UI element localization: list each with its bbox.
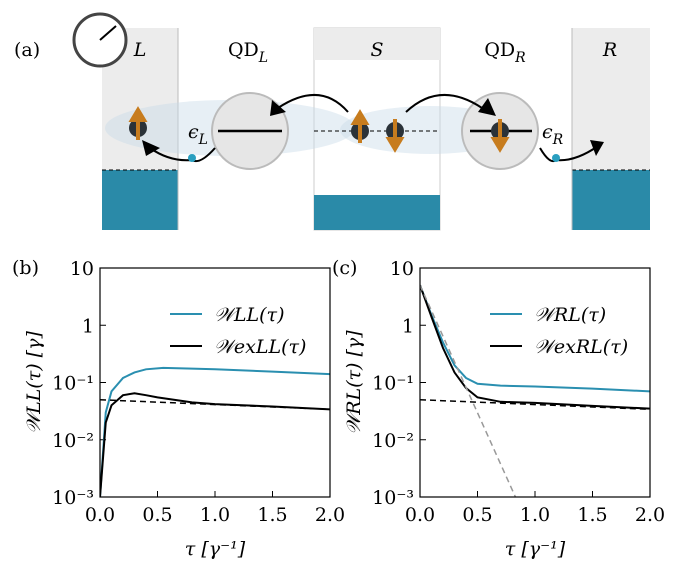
x-tick-label: 1.0: [520, 504, 550, 526]
label-base: QD: [228, 39, 259, 61]
label: QDL: [228, 39, 268, 66]
x-tick-label: 0.5: [462, 504, 492, 526]
series-line: [420, 398, 650, 411]
plot-frame: [99, 267, 331, 498]
y-tick-label: 10⁻³: [52, 487, 94, 509]
legend-label: 𝒲LL(τ): [214, 304, 284, 326]
x-tick-label: 2.0: [315, 504, 345, 526]
label-base: ϵ: [542, 121, 553, 143]
x-tick-label: 1.5: [577, 504, 607, 526]
x-axis-label: τ [γ⁻¹]: [185, 538, 246, 560]
plot-frame: [419, 267, 651, 498]
schematic: (a) L QDL S QDR R ϵL ϵR: [14, 12, 650, 231]
label: L: [133, 39, 147, 61]
legend-label: 𝒲RL(τ): [534, 304, 606, 326]
y-tick-label: 1: [82, 315, 94, 337]
x-tick-label: 0.0: [85, 504, 115, 526]
x-tick-label: 0.5: [142, 504, 172, 526]
series-line: [420, 284, 517, 497]
x-tick-label: 1.0: [200, 504, 230, 526]
y-tick-label: 10⁻¹: [52, 373, 94, 395]
series-line: [420, 284, 650, 393]
clock-hand: [99, 25, 117, 41]
legend-label: 𝒲exRL(τ): [534, 336, 628, 358]
panel-label: (b): [12, 257, 39, 279]
label: S: [370, 39, 383, 61]
panel-label: (c): [332, 257, 357, 279]
series-line: [100, 392, 330, 497]
gap-bottom: [314, 195, 440, 230]
series-line: [100, 398, 330, 411]
photon: [552, 154, 560, 162]
y-axis-label: 𝒲RL(τ) [γ]: [343, 330, 365, 435]
y-tick-label: 10: [70, 258, 94, 280]
fermi-sea-right: [572, 170, 650, 230]
label: QDR: [484, 39, 526, 66]
label-sub: R: [514, 50, 526, 66]
label-base: ϵ: [188, 121, 199, 143]
photon: [188, 154, 196, 162]
x-tick-label: 0.0: [405, 504, 435, 526]
spins: [128, 106, 510, 153]
y-tick-label: 10⁻³: [372, 487, 414, 509]
label-sub: L: [198, 132, 208, 148]
label: R: [602, 39, 617, 61]
series-line: [420, 284, 650, 410]
gap-top: [314, 28, 440, 60]
label: ϵL: [188, 121, 208, 148]
y-tick-label: 1: [402, 315, 414, 337]
label-sub: L: [258, 50, 268, 66]
label: ϵR: [542, 121, 564, 148]
y-tick-label: 10⁻¹: [372, 373, 414, 395]
y-tick-label: 10⁻²: [52, 430, 94, 452]
fermi-sea-left: [102, 170, 178, 230]
y-tick-label: 10⁻²: [372, 430, 414, 452]
x-tick-label: 2.0: [635, 504, 665, 526]
y-tick-label: 10: [390, 258, 414, 280]
arrowheads: [142, 98, 604, 156]
x-axis-label: τ [γ⁻¹]: [505, 538, 566, 560]
legend-label: 𝒲exLL(τ): [214, 336, 306, 358]
label-sub: R: [552, 132, 564, 148]
y-axis-label: 𝒲LL(τ) [γ]: [23, 331, 45, 434]
label-base: QD: [484, 39, 515, 61]
x-tick-label: 1.5: [257, 504, 287, 526]
panel-label: (a): [14, 39, 40, 61]
series-line: [100, 366, 330, 497]
